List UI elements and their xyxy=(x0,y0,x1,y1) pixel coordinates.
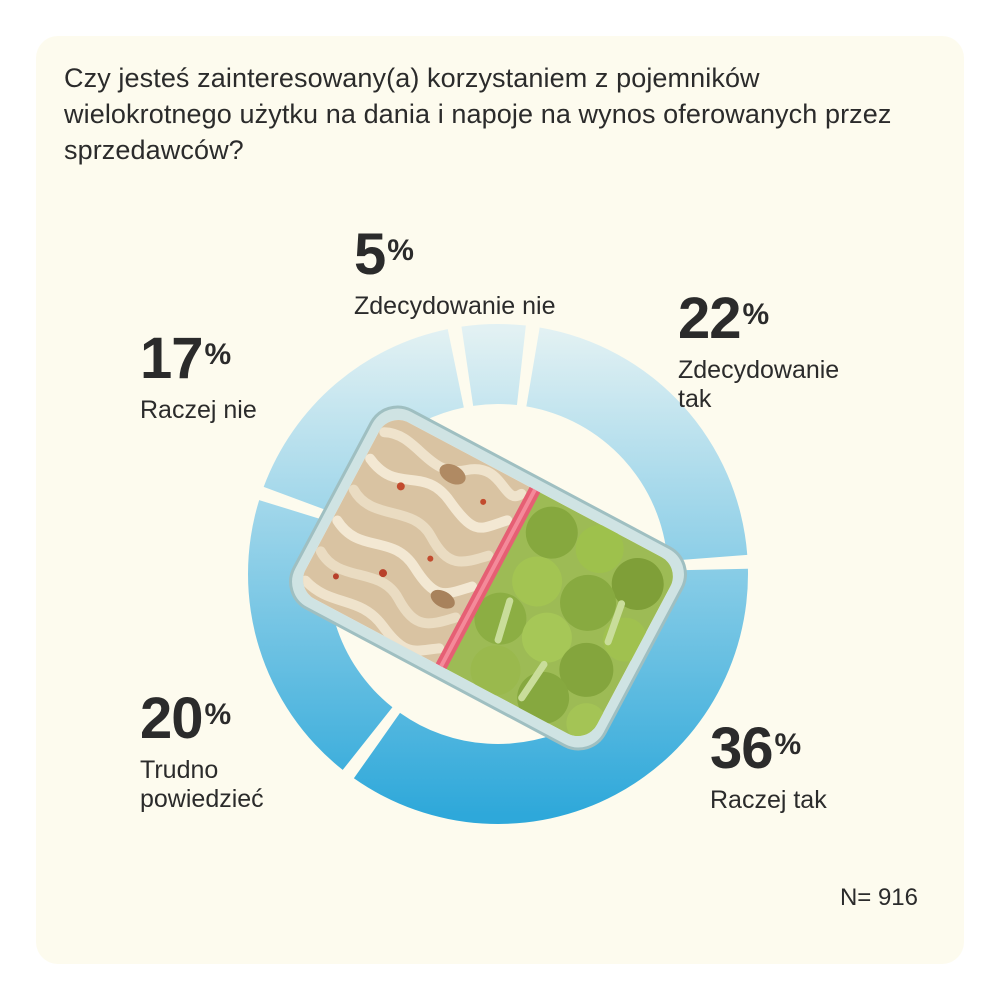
donut-slice-trudno-powiedzieć xyxy=(248,500,393,770)
donut-slice-zdecydowanie-nie xyxy=(461,324,526,406)
label-trudno-powiedziec: 20% Trudno powiedzieć xyxy=(140,690,264,814)
percent-value: 5% xyxy=(354,222,414,287)
label-raczej-nie: 17% Raczej nie xyxy=(140,330,257,425)
percent-value: 36% xyxy=(710,716,801,781)
category-label: Trudno powiedzieć xyxy=(140,756,264,813)
percent-value: 20% xyxy=(140,686,231,751)
donut-slice-raczej-tak xyxy=(353,568,748,825)
category-label: Raczej tak xyxy=(710,786,827,814)
category-label: Zdecydowanie tak xyxy=(678,356,840,413)
donut-slice-raczej-nie xyxy=(263,329,464,515)
donut-slice-zdecydowanie-tak xyxy=(526,327,748,561)
label-raczej-tak: 36% Raczej tak xyxy=(710,720,827,815)
percent-value: 22% xyxy=(678,286,769,351)
lunchbox-image xyxy=(289,405,687,751)
sample-size: N= 916 xyxy=(839,884,918,911)
label-zdecydowanie-tak: 22% Zdecydowanie tak xyxy=(678,290,839,414)
chart-title: Czy jesteś zainteresowany(a) korzystanie… xyxy=(64,63,892,165)
donut-slices xyxy=(248,324,748,825)
percent-value: 17% xyxy=(140,326,231,391)
category-label: Raczej nie xyxy=(140,396,257,424)
label-zdecydowanie-nie: 5% Zdecydowanie nie xyxy=(354,226,556,321)
category-label: Zdecydowanie nie xyxy=(354,292,556,320)
